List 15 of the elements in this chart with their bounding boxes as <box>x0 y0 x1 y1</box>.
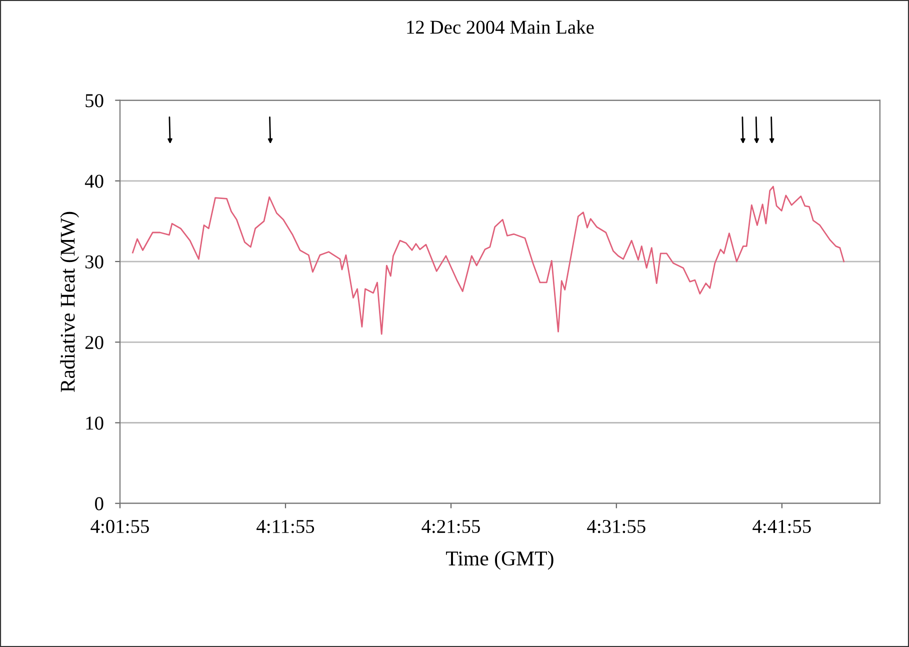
y-tick-label: 40 <box>84 174 104 188</box>
x-tick-label: 4:01:55 <box>90 520 149 534</box>
x-tick-label: 4:11:55 <box>256 520 314 534</box>
x-tick-label: 4:41:55 <box>752 520 811 534</box>
y-tick-label: 50 <box>86 94 104 108</box>
y-tick-label: 30 <box>86 255 104 268</box>
line-series <box>132 186 845 335</box>
y-tick-label: 0 <box>95 497 104 510</box>
x-tick-label: 4:31:55 <box>587 520 646 534</box>
y-tick-label: 20 <box>85 336 104 350</box>
y-axis-title: Radiative Heat (MW) <box>60 212 80 392</box>
y-tick-label: 10 <box>86 416 104 430</box>
x-axis-title: Time (GMT) <box>446 550 554 570</box>
chart-title: 12 Dec 2004 Main Lake <box>407 20 594 34</box>
x-tick-label: 4:21:55 <box>422 520 480 534</box>
